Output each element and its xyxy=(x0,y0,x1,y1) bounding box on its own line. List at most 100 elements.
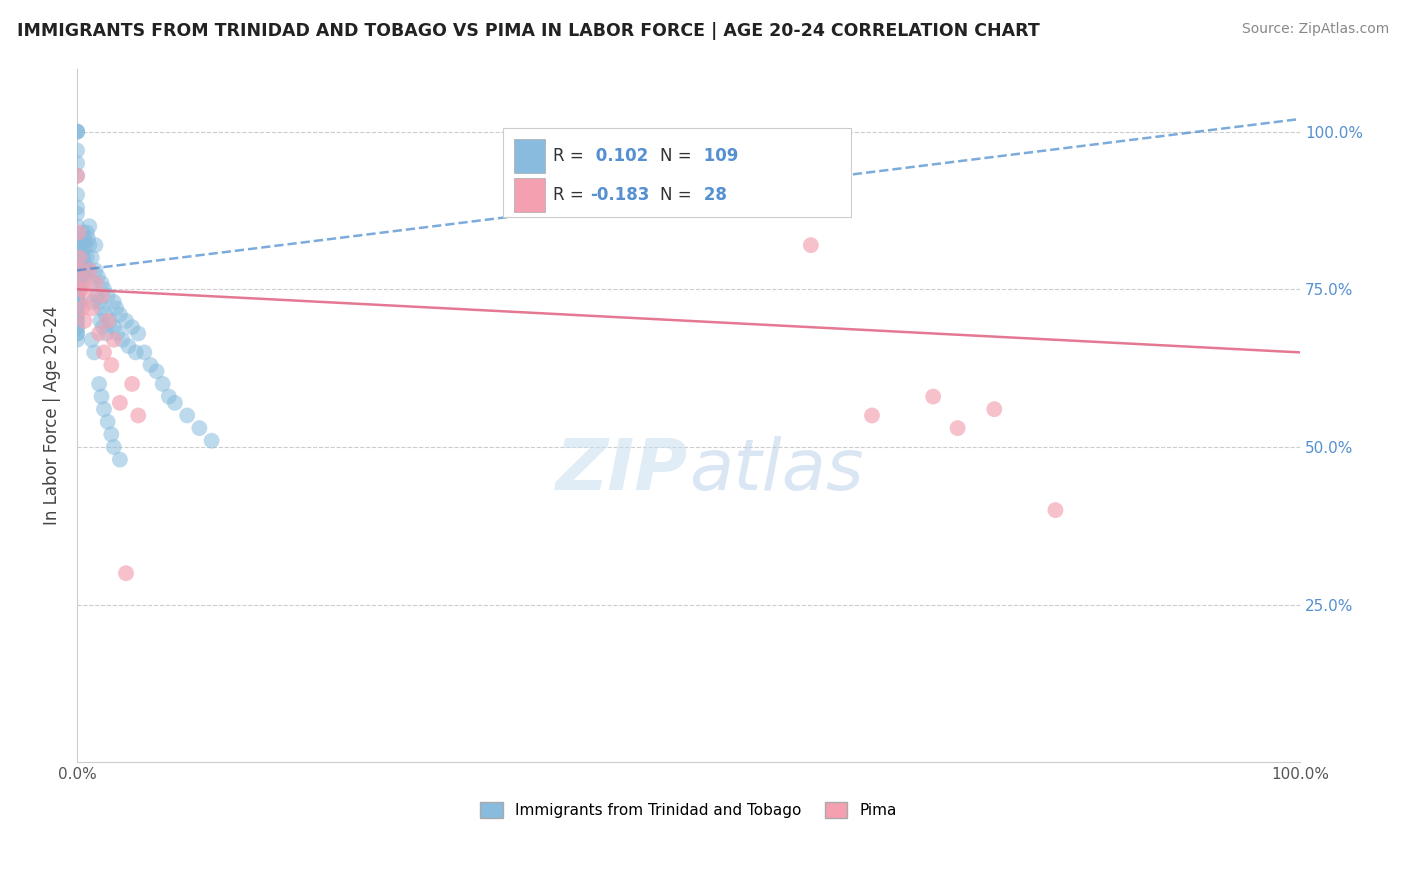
Text: ZIP: ZIP xyxy=(557,436,689,506)
Point xyxy=(107,326,129,341)
Point xyxy=(77,232,100,246)
Point xyxy=(66,314,89,328)
Point xyxy=(69,294,91,309)
Point xyxy=(66,288,89,302)
Point xyxy=(134,345,156,359)
Point xyxy=(145,364,167,378)
Point xyxy=(72,226,94,240)
Point xyxy=(67,226,90,240)
Point xyxy=(97,288,120,302)
Point xyxy=(66,156,89,170)
Point xyxy=(100,358,122,372)
Point xyxy=(69,282,91,296)
Point xyxy=(93,282,115,296)
Text: R =: R = xyxy=(554,186,589,203)
Point xyxy=(69,251,91,265)
Point xyxy=(66,326,89,341)
Point xyxy=(100,427,122,442)
Point xyxy=(66,326,89,341)
Point xyxy=(66,200,89,214)
Point xyxy=(87,376,110,391)
Point xyxy=(66,282,89,296)
Point xyxy=(80,301,103,316)
Point xyxy=(66,219,89,234)
Point xyxy=(69,269,91,284)
Point xyxy=(93,402,115,417)
Point xyxy=(96,326,118,341)
Point xyxy=(66,269,89,284)
Point xyxy=(75,263,97,277)
Point xyxy=(86,288,108,302)
Point xyxy=(79,238,101,252)
Point xyxy=(66,288,89,302)
Text: -0.183: -0.183 xyxy=(591,186,650,203)
Point xyxy=(87,294,110,309)
Point xyxy=(125,345,148,359)
Point xyxy=(90,301,112,316)
Point xyxy=(66,263,89,277)
Point xyxy=(66,169,89,183)
Point xyxy=(72,251,94,265)
Point xyxy=(127,409,149,423)
Point xyxy=(87,269,110,284)
Point xyxy=(66,169,89,183)
Point xyxy=(152,376,174,391)
Point xyxy=(66,294,89,309)
Point xyxy=(80,276,103,290)
Point xyxy=(70,263,93,277)
Text: 28: 28 xyxy=(697,186,727,203)
Point xyxy=(103,320,125,334)
Point xyxy=(103,440,125,454)
Point xyxy=(97,415,120,429)
Text: Source: ZipAtlas.com: Source: ZipAtlas.com xyxy=(1241,22,1389,37)
Point xyxy=(73,257,96,271)
Point xyxy=(983,402,1005,417)
Point xyxy=(66,263,89,277)
Point xyxy=(80,333,103,347)
Point xyxy=(127,326,149,341)
Text: N =: N = xyxy=(661,186,697,203)
Point xyxy=(163,396,186,410)
Point xyxy=(117,339,139,353)
Point xyxy=(103,294,125,309)
Point xyxy=(66,282,89,296)
Point xyxy=(66,320,89,334)
Point xyxy=(121,320,143,334)
Y-axis label: In Labor Force | Age 20-24: In Labor Force | Age 20-24 xyxy=(44,306,60,525)
Point xyxy=(73,314,96,328)
Point xyxy=(66,125,89,139)
Point xyxy=(922,390,945,404)
Point xyxy=(946,421,969,435)
Point xyxy=(70,244,93,259)
Point xyxy=(66,282,89,296)
Point xyxy=(66,308,89,322)
Point xyxy=(66,244,89,259)
Point xyxy=(66,125,89,139)
Point xyxy=(69,263,91,277)
Point xyxy=(139,358,162,372)
Point xyxy=(90,288,112,302)
Point xyxy=(201,434,224,448)
Point xyxy=(66,144,89,158)
Point xyxy=(66,333,89,347)
Point xyxy=(66,308,89,322)
Point xyxy=(108,396,131,410)
Point xyxy=(72,276,94,290)
Point xyxy=(69,282,91,296)
Point xyxy=(82,294,104,309)
Point xyxy=(188,421,211,435)
Point xyxy=(66,269,89,284)
Legend: Immigrants from Trinidad and Tobago, Pima: Immigrants from Trinidad and Tobago, Pim… xyxy=(474,796,903,824)
Point xyxy=(66,206,89,220)
Point xyxy=(66,187,89,202)
Point xyxy=(89,314,111,328)
Point xyxy=(800,238,823,252)
Point xyxy=(79,263,101,277)
Point xyxy=(75,238,97,252)
Point xyxy=(94,308,117,322)
Point xyxy=(66,276,89,290)
Point xyxy=(103,333,125,347)
Point xyxy=(76,288,98,302)
Point xyxy=(73,232,96,246)
Point xyxy=(98,314,121,328)
